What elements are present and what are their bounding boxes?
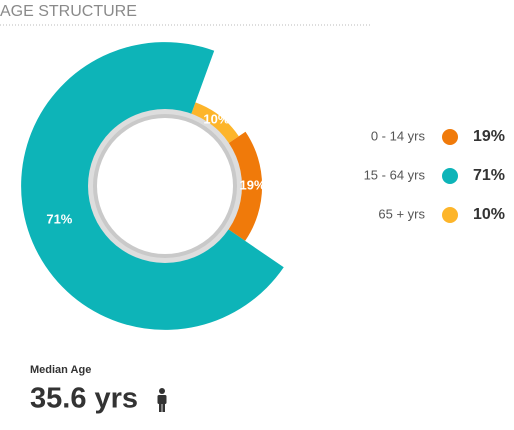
legend-swatch xyxy=(442,168,458,184)
legend-value: 10% xyxy=(473,206,505,223)
slice-label: 19% xyxy=(240,178,266,193)
median-age-label: Median Age xyxy=(30,364,91,376)
slice-label: 10% xyxy=(203,112,229,127)
inner-hole xyxy=(97,118,233,254)
legend-value: 71% xyxy=(473,167,505,184)
slice xyxy=(21,42,284,330)
legend-label: 15 - 64 yrs xyxy=(364,167,426,182)
legend: 0 - 14 yrs 19% 15 - 64 yrs 71% 65 + yrs 10% xyxy=(364,128,505,223)
slice-label: 71% xyxy=(46,211,72,226)
slice-labels: 10% 19% 71% xyxy=(46,112,266,227)
legend-label: 0 - 14 yrs xyxy=(371,128,426,143)
person-icon xyxy=(157,388,167,412)
legend-value: 19% xyxy=(473,128,505,145)
legend-swatch xyxy=(442,129,458,145)
legend-swatch xyxy=(442,207,458,223)
slice xyxy=(188,102,239,147)
median-age-value: 35.6 yrs xyxy=(30,383,138,415)
legend-label: 65 + yrs xyxy=(378,206,425,221)
chart-title: AGE STRUCTURE xyxy=(0,3,137,20)
